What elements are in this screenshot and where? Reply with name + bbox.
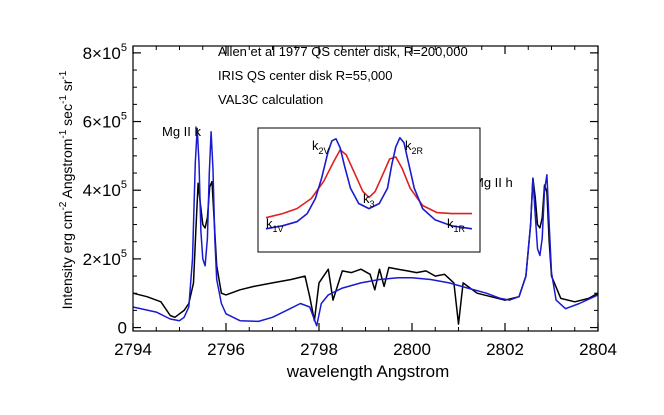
x-tick-label: 2796 <box>207 340 245 359</box>
y-tick-exponent: 5 <box>121 42 127 54</box>
inset-label-k2r: k2R <box>405 138 424 156</box>
x-tick-label: 2798 <box>300 340 338 359</box>
x-tick-label: 2800 <box>393 340 431 359</box>
y-axis-label-part: Intensity erg cm <box>59 211 75 310</box>
inset-series-group <box>265 136 473 230</box>
annotation-mg-ii-k: Mg II k <box>162 124 202 139</box>
inset-label-base: k <box>363 191 370 206</box>
inset-label-base: k <box>312 138 319 153</box>
y-tick-base: 0 <box>118 319 127 338</box>
inset-label-sub: 2V <box>319 146 330 156</box>
inset-label-sub: 1V <box>273 224 284 234</box>
y-tick-base: 6×10 <box>83 113 121 132</box>
inset-label-sub: 3 <box>370 199 375 209</box>
inset-line-val3c <box>265 136 473 230</box>
y-tick-exponent: 5 <box>121 179 127 191</box>
legend-entry-allen: Allen et al 1977 QS center disk, R=200,0… <box>218 44 468 59</box>
x-axis-label: wavelength Angstrom <box>286 362 450 381</box>
y-tick-label: 4×105 <box>83 179 127 200</box>
y-axis-label-part: sec <box>59 104 75 130</box>
inset-label-k1v: k1V <box>266 216 284 234</box>
inset-label-k2v: k2V <box>312 138 330 156</box>
y-axis-label-part: Angstrom <box>59 139 75 202</box>
main-series-group <box>132 127 599 327</box>
y-axis-label-exp: -2 <box>58 201 69 210</box>
inset-label-base: k <box>266 216 273 231</box>
y-tick-label: 2×105 <box>83 248 127 269</box>
series-line-val3c <box>132 127 599 327</box>
annotation-mg-ii-h: Mg II h <box>473 175 513 190</box>
y-tick-base: 2×10 <box>83 250 121 269</box>
inset-label-sub: 1R <box>454 224 466 234</box>
x-tick-label: 2804 <box>579 340 617 359</box>
y-axis-label: Intensity erg cm-2 Angstrom-1 sec-1 sr-1 <box>58 70 75 309</box>
inset-label-k3: k3 <box>363 191 375 209</box>
x-tick-label: 2794 <box>114 340 152 359</box>
inset-label-base: k <box>405 138 412 153</box>
y-axis-label-exp: -1 <box>58 95 69 104</box>
legend-entry-iris: IRIS QS center disk R=55,000 <box>218 68 393 83</box>
inset-frame <box>257 127 481 253</box>
y-tick-base: 4×10 <box>83 181 121 200</box>
y-axis-label-exp: -1 <box>58 129 69 138</box>
y-tick-label: 0 <box>118 319 127 338</box>
y-tick-label: 8×105 <box>83 42 127 63</box>
inset-label-sub: 2R <box>412 146 424 156</box>
y-axis-label-exp: -1 <box>58 70 69 79</box>
inset-label-k1r: k1R <box>447 216 466 234</box>
y-tick-exponent: 5 <box>121 248 127 260</box>
inset-label-base: k <box>447 216 454 231</box>
y-tick-base: 8×10 <box>83 44 121 63</box>
legend-entry-val3c: VAL3C calculation <box>218 92 323 107</box>
y-tick-exponent: 5 <box>121 111 127 123</box>
legend: Allen et al 1977 QS center disk, R=200,0… <box>218 44 468 107</box>
y-tick-label: 6×105 <box>83 111 127 132</box>
x-tick-label: 2802 <box>486 340 524 359</box>
y-axis-label-part: sr <box>59 79 75 95</box>
